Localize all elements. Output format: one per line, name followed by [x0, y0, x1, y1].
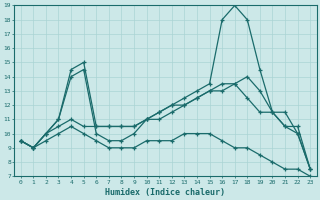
X-axis label: Humidex (Indice chaleur): Humidex (Indice chaleur)	[106, 188, 226, 197]
